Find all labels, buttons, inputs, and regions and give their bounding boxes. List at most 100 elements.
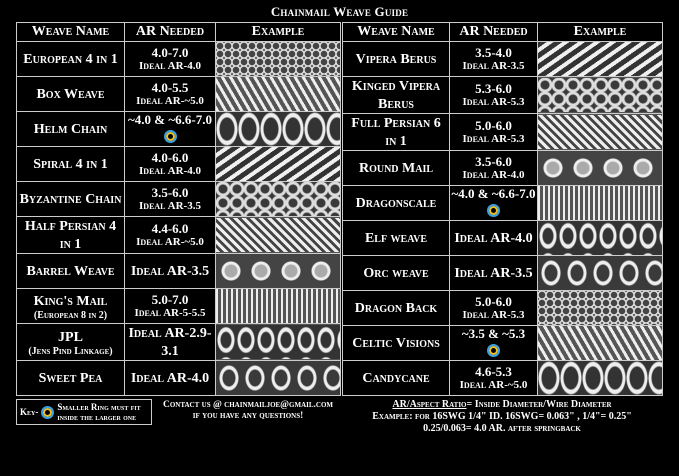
ar-ideal: Ideal AR-5-5.5	[134, 307, 206, 319]
weave-name-cell: Candycane	[342, 360, 450, 396]
weave-name: Half Persian 4 in 1	[24, 219, 117, 252]
example-cell	[215, 216, 341, 254]
table-row: Celtic Visions ~3.5 & ~5.3	[342, 325, 663, 361]
table-row: Box Weave 4.0-5.5 Ideal AR-~5.0	[16, 76, 341, 112]
header-example: Example	[215, 22, 341, 42]
weave-name: Elf weave	[364, 231, 428, 246]
ar-cell: Ideal AR-3.5	[124, 253, 216, 289]
ar-cell: 3.5-6.0 Ideal AR-3.5	[124, 181, 216, 217]
header-weave-name: Weave Name	[16, 22, 125, 42]
ar-cell: ~3.5 & ~5.3	[449, 325, 538, 361]
table-row: Dragonscale ~4.0 & ~6.6-7.0	[342, 185, 663, 221]
weave-name: Box Weave	[36, 87, 105, 102]
key-legend: Key- Smaller Ring must fit inside the lar…	[16, 399, 152, 425]
ar-ideal: Ideal AR-5.3	[462, 96, 525, 108]
ar-range: ~4.0 & ~6.6-7.0	[128, 112, 212, 127]
weave-name-cell: Byzantine Chain	[16, 181, 125, 217]
ar-range: 4.0-7.0	[151, 45, 189, 60]
weave-name-cell: Spiral 4 in 1	[16, 146, 125, 182]
table-row: Sweet Pea Ideal AR-4.0	[16, 360, 341, 396]
table-row: JPL (Jens Pind Linkage) Ideal AR-2.9-3.1	[16, 323, 341, 361]
ar-term: AR/Aspect Ratio	[392, 399, 467, 410]
example-cell	[537, 255, 663, 291]
chainmail-example-image	[538, 186, 662, 220]
chainmail-example-image	[538, 42, 662, 76]
chainmail-example-image	[216, 254, 340, 288]
weave-alt-name: (Jens Pind Linkage)	[28, 345, 113, 357]
chainmail-example-image	[538, 291, 662, 325]
contact-info: Contact us @ chainmailjoe@gmail.com if y…	[156, 400, 340, 422]
ar-cell: Ideal AR-4.0	[449, 220, 538, 256]
weave-name: Byzantine Chain	[19, 192, 122, 207]
ar-ideal: Ideal AR-3.5	[454, 266, 533, 281]
ar-range: 3.5-4.0	[475, 45, 512, 60]
table-row: Barrel Weave Ideal AR-3.5	[16, 253, 341, 289]
ar-definition: = Inside Diameter/Wire Diameter	[466, 399, 612, 410]
ar-range: 3.5-6.0	[475, 154, 512, 169]
table-row: Candycane 4.6-5.3 Ideal AR-~5.0	[342, 360, 663, 396]
weave-name-cell: Full Persian 6 in 1	[342, 113, 450, 151]
example-cell	[537, 325, 663, 361]
ar-cell: 5.0-6.0 Ideal AR-5.3	[449, 290, 538, 326]
chainmail-example-image	[216, 218, 340, 252]
weave-name-cell: Barrel Weave	[16, 253, 125, 289]
ring-in-ring-icon	[487, 344, 500, 358]
ar-range: 5.0-6.0	[475, 294, 512, 309]
ar-ideal: Ideal AR-~5.0	[459, 379, 528, 391]
example-cell	[537, 220, 663, 256]
table-row: Full Persian 6 in 1 5.0-6.0 Ideal AR-5.3	[342, 113, 663, 151]
example-cell	[537, 290, 663, 326]
table-row: European 4 in 1 4.0-7.0 Ideal AR-4.0	[16, 41, 341, 77]
ar-ideal: Ideal AR-4.0	[454, 231, 533, 246]
ar-range: ~3.5 & ~5.3	[461, 326, 526, 341]
chainmail-example-image	[538, 115, 662, 149]
chainmail-example-image	[216, 77, 340, 111]
table-row: Half Persian 4 in 1 4.4-6.0 Ideal AR-~5.0	[16, 216, 341, 254]
chainmail-example-image	[216, 325, 340, 359]
ar-ideal: Ideal AR-5.3	[462, 309, 525, 321]
weave-name-cell: Sweet Pea	[16, 360, 125, 396]
ar-cell: 4.0-5.5 Ideal AR-~5.0	[124, 76, 216, 112]
weave-name: Candycane	[362, 371, 430, 386]
ar-cell: 3.5-6.0 Ideal AR-4.0	[449, 150, 538, 186]
example-cell	[215, 181, 341, 217]
chainmail-example-image	[216, 112, 340, 146]
ar-ideal: Ideal AR-4.0	[139, 60, 201, 72]
chainmail-example-image	[538, 221, 662, 255]
weave-table-left: Weave Name AR Needed Example European 4 …	[16, 22, 341, 396]
ar-cell: Ideal AR-2.9-3.1	[124, 323, 216, 361]
chainmail-example-image	[216, 147, 340, 181]
weave-name: Celtic Visions	[352, 336, 440, 351]
weave-name: King's Mail	[33, 293, 108, 309]
aspect-ratio-note: AR/Aspect Ratio= Inside Diameter/Wire Di…	[342, 399, 662, 435]
example-cell	[215, 76, 341, 112]
ar-range: 4.0-6.0	[151, 150, 189, 165]
weave-name: Spiral 4 in 1	[33, 157, 108, 172]
chainmail-example-image	[216, 361, 340, 395]
chainmail-example-image	[538, 256, 662, 290]
ar-ideal: Ideal AR-3.5	[130, 264, 210, 279]
weave-name-cell: Box Weave	[16, 76, 125, 112]
table-row: Kinged Vipera Berus 5.3-6.0 Ideal AR-5.3	[342, 76, 663, 114]
weave-name: European 4 in 1	[23, 52, 118, 67]
weave-name: Barrel Weave	[26, 264, 115, 279]
ar-ideal: Ideal AR-4.0	[139, 165, 201, 177]
example-cell	[215, 146, 341, 182]
chainmail-example-image	[216, 182, 340, 216]
table-row: Elf weave Ideal AR-4.0	[342, 220, 663, 256]
weave-name-cell: Half Persian 4 in 1	[16, 216, 125, 254]
example-cell	[215, 288, 341, 324]
weave-name-cell: Helm Chain	[16, 111, 125, 147]
weave-name: Orc weave	[363, 266, 429, 281]
chainmail-example-image	[538, 78, 662, 112]
ar-ideal: Ideal AR-3.5	[139, 200, 201, 212]
ar-ideal: Ideal AR-~5.0	[136, 236, 204, 248]
table-row: Byzantine Chain 3.5-6.0 Ideal AR-3.5	[16, 181, 341, 217]
example-cell	[537, 113, 663, 151]
contact-line-1: Contact us @ chainmailjoe@gmail.com	[162, 400, 334, 410]
ar-range: 4.0-5.5	[151, 80, 189, 95]
ar-cell: 4.0-7.0 Ideal AR-4.0	[124, 41, 216, 77]
table-row: Spiral 4 in 1 4.0-6.0 Ideal AR-4.0	[16, 146, 341, 182]
weave-name-cell: Celtic Visions	[342, 325, 450, 361]
weave-name: Kinged Vipera Berus	[351, 79, 441, 112]
